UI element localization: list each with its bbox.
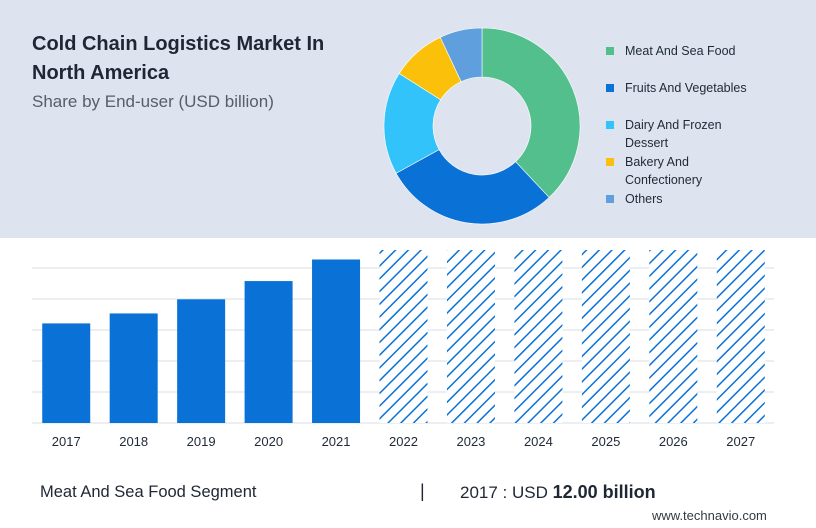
legend-label: Fruits And Vegetables [625, 81, 747, 95]
donut-chart [383, 27, 581, 225]
x-tick-label: 2024 [524, 434, 553, 449]
legend-label: Others [625, 192, 663, 206]
header-panel: Cold Chain Logistics Market In North Ame… [0, 0, 816, 238]
donut-slice-others [439, 27, 483, 83]
segment-value-amount: 12.00 billion [552, 482, 656, 502]
bar-2019 [177, 299, 226, 423]
legend-swatch [606, 158, 614, 166]
legend-swatch [606, 195, 614, 203]
segment-label: Meat And Sea Food Segment [40, 483, 257, 501]
legend-item: Others [606, 190, 765, 208]
legend-item: Bakery And Confectionery [606, 153, 765, 189]
page-subtitle: Share by End-user (USD billion) [32, 92, 274, 111]
bar-2018 [109, 313, 158, 423]
page-title: Cold Chain Logistics Market In North Ame… [32, 33, 325, 84]
donut-slice-meat-and-sea-food [481, 27, 581, 198]
bar-2021 [312, 259, 361, 423]
bar-2017 [42, 323, 91, 423]
forecast-bar-2023 [446, 250, 495, 423]
x-tick-label: 2027 [726, 434, 755, 449]
bar-chart: 2017 2018 2019 2020 2021 2022 2023 2024 2025 2026… [32, 250, 774, 449]
legend-item: Meat And Sea Food [606, 42, 765, 60]
x-tick-label: 2018 [119, 434, 148, 449]
forecast-bar-2026 [649, 250, 698, 423]
legend-label: Dairy And Frozen Dessert [625, 118, 722, 150]
legend-swatch [606, 121, 614, 129]
footer-divider: | [420, 481, 425, 501]
segment-value-prefix: 2017 : USD [460, 483, 548, 502]
legend-label: Meat And Sea Food [625, 44, 736, 58]
bar-2020 [244, 281, 293, 423]
forecast-bar-2024 [514, 250, 563, 423]
segment-value: 2017 : USD 12.00 billion [460, 482, 656, 503]
legend-item: Dairy And Frozen Dessert [606, 116, 765, 152]
x-tick-label: 2023 [456, 434, 485, 449]
x-tick-label: 2022 [389, 434, 418, 449]
x-tick-label: 2025 [591, 434, 620, 449]
x-tick-label: 2017 [52, 434, 81, 449]
forecast-bar-2027 [716, 250, 765, 423]
x-tick-label: 2019 [187, 434, 216, 449]
x-tick-label: 2020 [254, 434, 283, 449]
legend-swatch [606, 84, 614, 92]
forecast-bar-2025 [581, 250, 630, 423]
legend-item: Fruits And Vegetables [606, 79, 765, 97]
source-watermark: www.technavio.com [652, 508, 767, 523]
forecast-bar-2022 [379, 250, 428, 423]
x-tick-label: 2021 [322, 434, 351, 449]
x-tick-label: 2026 [659, 434, 688, 449]
legend-label: Bakery And Confectionery [625, 155, 703, 187]
legend-swatch [606, 47, 614, 55]
donut-slice-fruits-and-vegetables [395, 149, 550, 225]
